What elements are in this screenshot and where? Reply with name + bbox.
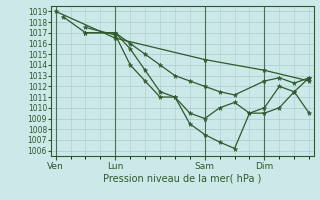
X-axis label: Pression niveau de la mer( hPa ): Pression niveau de la mer( hPa ) (103, 173, 261, 183)
